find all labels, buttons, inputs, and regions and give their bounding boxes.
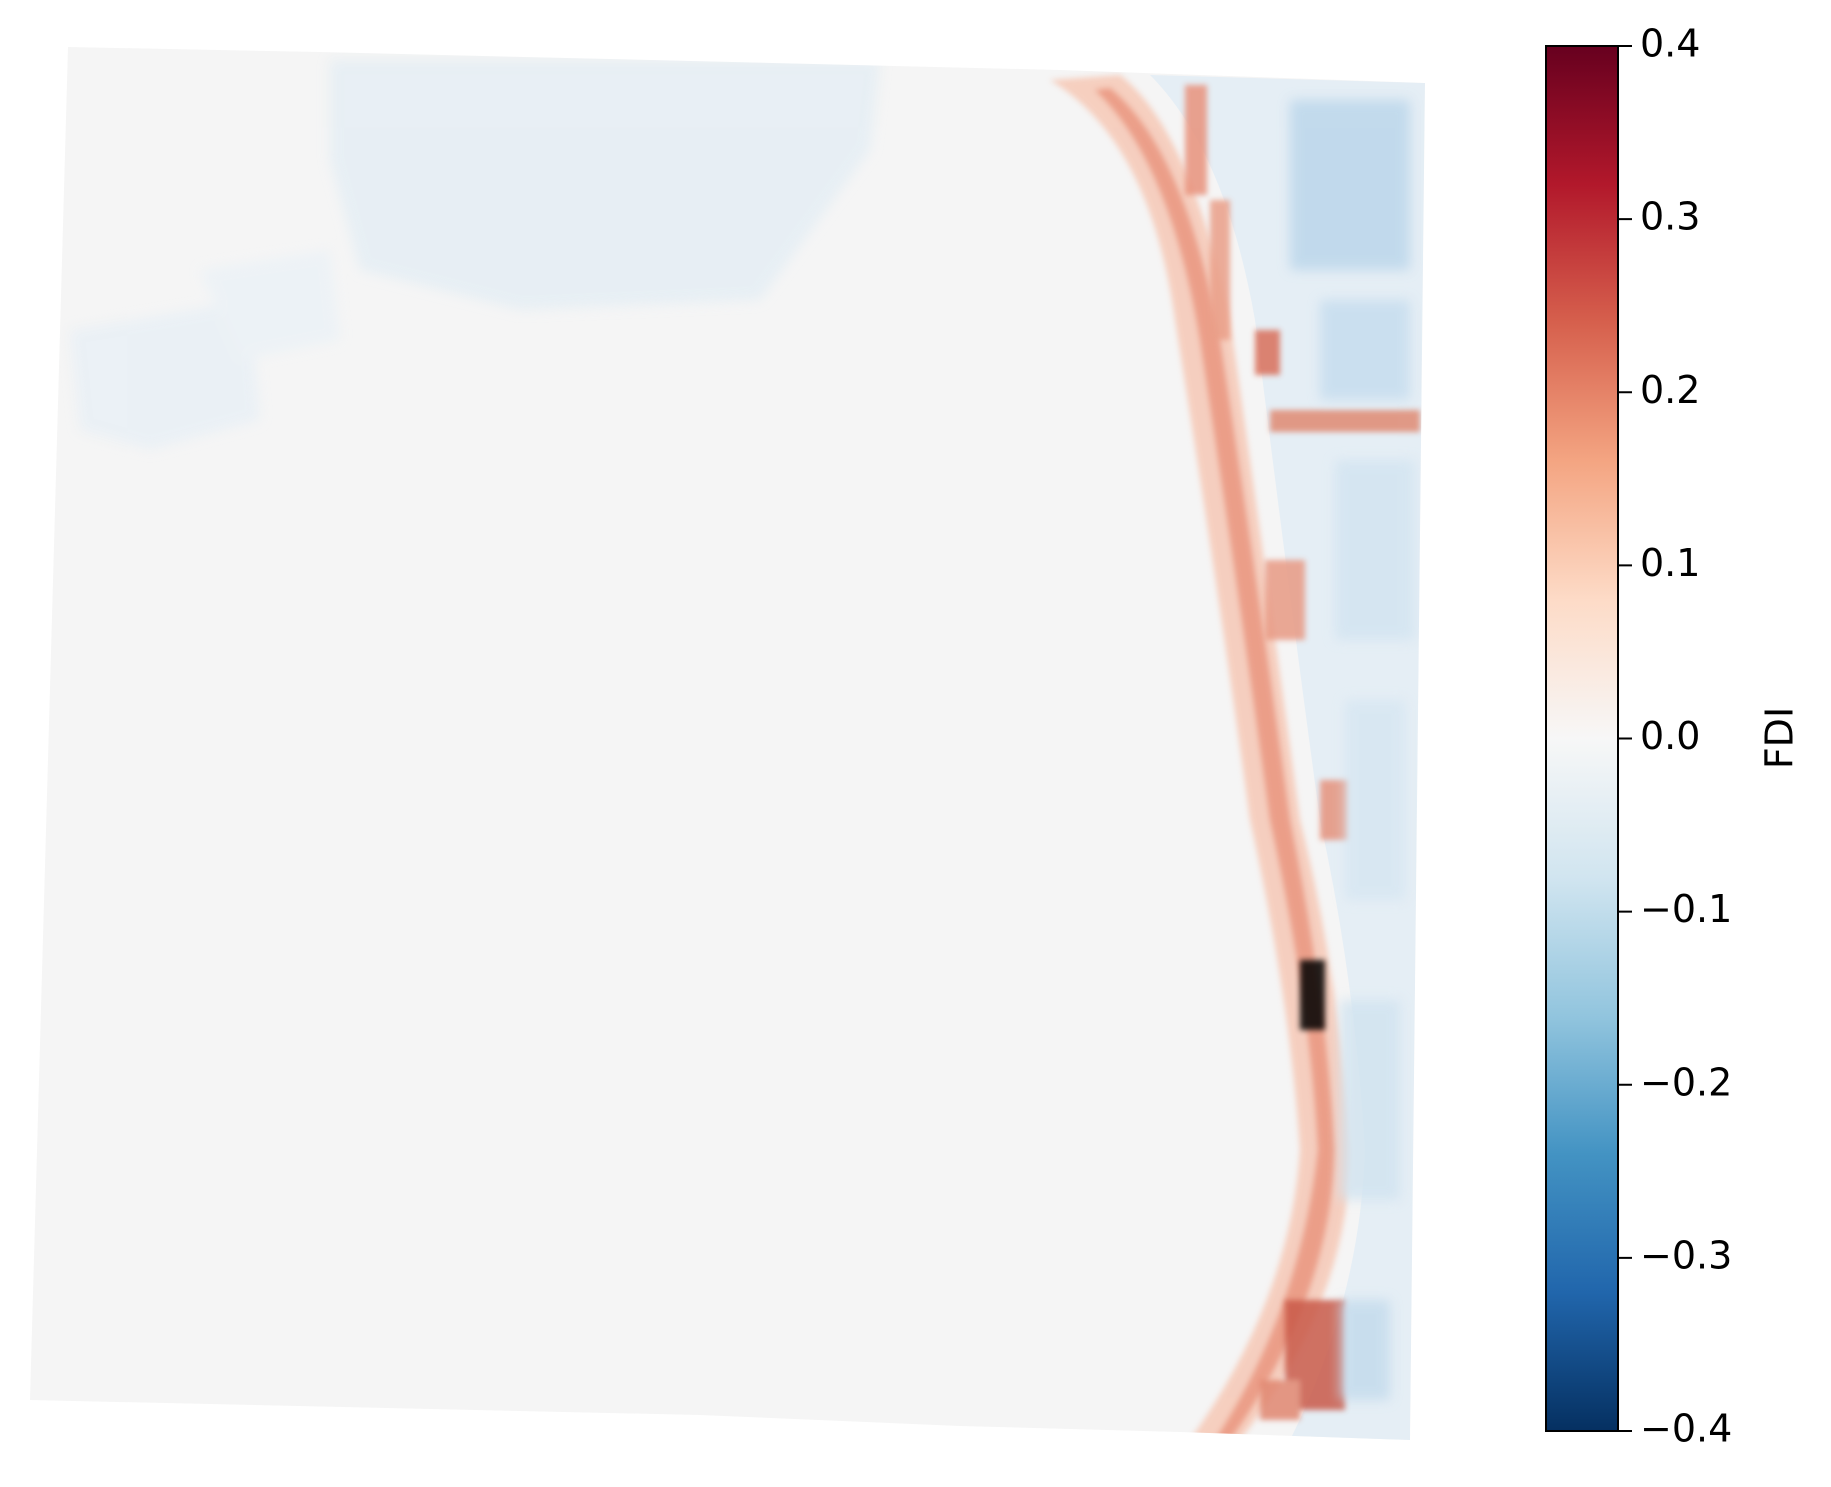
scene-footprint	[30, 47, 1425, 1440]
colorbar: 0.4 0.3 0.2 0.1 0.0 −0.1 −0.2 −0.3 −0.4 FDI	[1545, 22, 1802, 1451]
colorbar-tick-label: −0.4	[1640, 1407, 1732, 1451]
colorbar-tick-label: 0.4	[1640, 22, 1700, 66]
northern-water-patches	[70, 60, 880, 450]
colorbar-tick-label: 0.1	[1640, 541, 1700, 585]
land-strip	[1150, 75, 1425, 1440]
colorbar-tick-label: −0.2	[1640, 1060, 1732, 1104]
colorbar-tick-label: 0.0	[1640, 714, 1700, 758]
colorbar-tick-label: −0.3	[1640, 1233, 1732, 1277]
colorbar-tick-label: 0.3	[1640, 195, 1700, 239]
colorbar-label: FDI	[1758, 707, 1802, 769]
colorbar-tick-label: −0.1	[1640, 887, 1732, 931]
colorbar-ticks: 0.4 0.3 0.2 0.1 0.0 −0.1 −0.2 −0.3 −0.4	[1618, 22, 1732, 1451]
colorbar-tick-label: 0.2	[1640, 368, 1700, 412]
colorbar-gradient	[1545, 45, 1619, 1432]
heatmap-image	[30, 47, 1425, 1440]
